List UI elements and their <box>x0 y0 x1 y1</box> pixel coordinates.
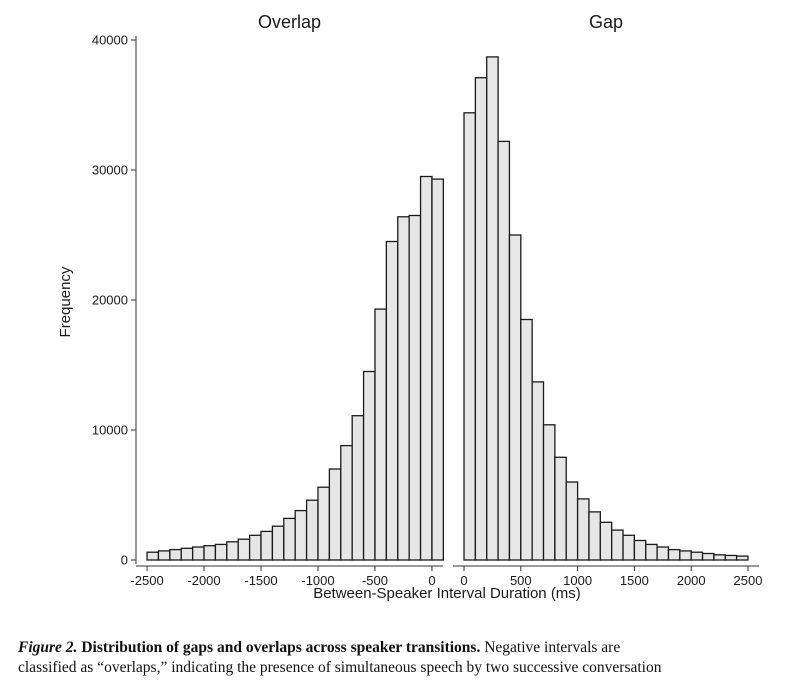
caption-text-1: Negative intervals are <box>480 639 621 656</box>
histogram-bar <box>294 509 308 561</box>
x-tick-label: 2500 <box>734 573 763 588</box>
histogram-bar <box>599 521 613 561</box>
caption-line-1: Figure 2. Distribution of gaps and overl… <box>18 638 798 658</box>
y-axis: 0 10000 20000 30000 40000 <box>92 33 137 568</box>
x-tick-label: 1000 <box>563 573 592 588</box>
histogram-bar <box>520 318 533 561</box>
x-tick-label: 0 <box>460 573 467 588</box>
histogram-bar <box>486 56 499 561</box>
x-tick-label: -2000 <box>187 573 220 588</box>
histogram-bar <box>565 481 579 561</box>
x-tick-label: 0 <box>428 573 435 588</box>
figure-caption: Figure 2. Distribution of gaps and overl… <box>18 638 798 678</box>
y-tick-label: 20000 <box>92 293 128 308</box>
histogram-bar <box>214 543 228 561</box>
panel-title: Overlap <box>258 12 321 32</box>
histogram-bar <box>508 234 522 561</box>
histogram-bar <box>431 178 444 561</box>
histogram-bar <box>271 525 285 561</box>
y-tick-label: 40000 <box>92 33 128 48</box>
histogram-bar <box>474 77 488 561</box>
x-tick-label: 1500 <box>620 573 649 588</box>
histogram-bar <box>385 240 399 561</box>
histogram-bar <box>633 539 647 561</box>
histogram-bar <box>701 552 715 561</box>
histogram-bar <box>283 517 296 561</box>
histogram-bar <box>191 546 205 561</box>
histogram-bar <box>260 530 274 561</box>
panel-title: Gap <box>589 12 623 32</box>
histogram-bar <box>497 140 511 561</box>
x-tick-label: -1500 <box>244 573 277 588</box>
histogram-bar <box>690 551 704 561</box>
histogram-bar <box>248 534 262 561</box>
histogram-bar <box>576 498 590 561</box>
histogram-bar <box>374 308 388 561</box>
x-tick-label: -500 <box>362 573 388 588</box>
histogram-bar <box>735 555 749 561</box>
histogram-bar <box>724 554 738 561</box>
x-axis-title: Between-Speaker Interval Duration (ms) <box>313 585 581 602</box>
overlap-panel: Overlap -2500 -2000 -1500 -1000 -500 0 <box>130 12 444 588</box>
histogram-bar <box>226 541 239 561</box>
histogram-bar <box>146 551 160 561</box>
caption-line-2: classified as “overlaps,” indicating the… <box>18 659 662 676</box>
x-tick-label: -2500 <box>130 573 163 588</box>
histogram-bar <box>622 534 636 561</box>
histogram-bar <box>362 370 376 561</box>
histogram-bar <box>554 456 567 561</box>
gap-panel: Gap 0 500 1000 1500 2000 2500 <box>453 12 762 588</box>
histogram-bar <box>679 550 692 561</box>
histogram-bar <box>237 538 251 561</box>
histogram-bar <box>340 444 353 561</box>
histogram-bar <box>667 548 681 561</box>
histogram-bar <box>328 468 342 561</box>
histogram-bar <box>169 548 182 561</box>
y-tick-label: 10000 <box>92 423 128 438</box>
y-tick-label: 30000 <box>92 163 128 178</box>
histogram-bar <box>588 511 601 561</box>
figure-title: Distribution of gaps and overlaps across… <box>81 639 481 656</box>
histogram-bar <box>713 554 726 561</box>
histogram-bar <box>463 112 477 561</box>
histogram-bar <box>611 529 624 561</box>
figure-number: Figure 2. <box>18 639 78 656</box>
x-tick-label: -1000 <box>301 573 334 588</box>
y-axis-title: Frequency <box>57 266 74 337</box>
histogram-bar <box>656 546 670 561</box>
histogram-bar <box>531 381 545 561</box>
histogram-bar <box>305 499 319 561</box>
histogram-bar <box>408 214 422 561</box>
x-tick-label: 500 <box>510 573 532 588</box>
histogram-bar <box>351 415 365 561</box>
y-tick-label: 0 <box>121 553 128 568</box>
histogram-bar <box>397 216 410 561</box>
histogram-bar <box>645 543 658 561</box>
histogram-bar <box>419 175 433 561</box>
histogram-bar <box>542 424 556 561</box>
histogram-bar <box>157 550 171 561</box>
x-tick-label: 2000 <box>677 573 706 588</box>
histogram-bar <box>180 547 194 561</box>
histogram-bar <box>317 486 331 561</box>
histogram-bar <box>203 545 217 561</box>
